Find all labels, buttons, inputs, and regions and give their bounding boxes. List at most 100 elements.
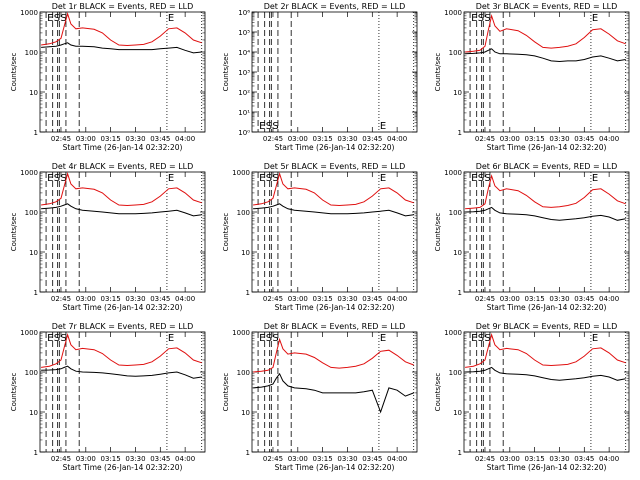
x-tick-label: 04:00 <box>387 455 407 463</box>
chart-panel: Det 3r BLACK = Events, RED = LLD 1 10 100 10… <box>434 2 630 152</box>
series-line <box>465 14 626 53</box>
flag-label: S <box>272 333 278 344</box>
flag-label: E <box>168 173 174 184</box>
y-tick-label: 10 <box>453 249 462 257</box>
x-axis-label: Start Time (26-Jan-14 02:32:20) <box>63 303 183 312</box>
flag-label: E <box>471 333 477 344</box>
x-tick-label: 03:30 <box>549 295 569 303</box>
y-tick-label: 10⁵ <box>238 29 250 37</box>
x-tick-label: 03:45 <box>150 295 170 303</box>
y-tick-label: 1 <box>246 449 250 457</box>
flag-label: S <box>266 333 272 344</box>
y-tick-label: 10 <box>29 249 38 257</box>
x-tick-label: 04:00 <box>599 135 619 143</box>
y-tick-label: 1 <box>458 129 462 137</box>
y-tick-label: 100 <box>449 209 462 217</box>
x-tick-label: 03:30 <box>125 135 145 143</box>
y-tick-label: 1 <box>458 449 462 457</box>
y-tick-label: 1 <box>246 289 250 297</box>
panel-title: Det 4r BLACK = Events, RED = LLD <box>52 162 194 171</box>
y-axis-label: Counts/sec <box>222 213 230 252</box>
flag-label: E <box>471 13 477 24</box>
series-line <box>253 203 414 217</box>
x-tick-label: 03:45 <box>150 455 170 463</box>
x-tick-label: 04:00 <box>599 455 619 463</box>
x-tick-label: 03:45 <box>362 455 382 463</box>
chart-panel: Det 5r BLACK = Events, RED = LLD 1 10 100 10… <box>222 162 418 312</box>
series-line <box>465 366 626 381</box>
y-tick-label: 10 <box>241 409 250 417</box>
x-tick-label: 03:15 <box>101 455 121 463</box>
y-tick-label: 10 <box>453 89 462 97</box>
flag-label: E <box>380 121 386 132</box>
flag-label: E <box>259 121 265 132</box>
flag-label: E <box>47 13 53 24</box>
y-tick-label: 1000 <box>20 9 38 17</box>
x-tick-label: 03:45 <box>574 295 594 303</box>
y-axis-label: Counts/sec <box>434 213 442 252</box>
x-tick-label: 03:30 <box>549 135 569 143</box>
x-tick-label: 03:45 <box>150 135 170 143</box>
plot-frame <box>463 331 630 453</box>
x-tick-label: 03:15 <box>313 135 333 143</box>
flag-label: S <box>478 13 484 24</box>
chart-panel: Det 4r BLACK = Events, RED = LLD 1 10 100 10… <box>10 162 206 312</box>
x-tick-label: 03:15 <box>313 455 333 463</box>
x-tick-label: 03:00 <box>288 295 308 303</box>
flag-label: S <box>60 13 66 24</box>
x-axis-label: Start Time (26-Jan-14 02:32:20) <box>275 143 395 152</box>
y-axis-label: Counts/sec <box>434 53 442 92</box>
x-tick-label: 02:45 <box>263 455 283 463</box>
x-axis-label: Start Time (26-Jan-14 02:32:20) <box>63 463 183 472</box>
series-line <box>465 206 626 221</box>
y-tick-label: 1000 <box>232 169 250 177</box>
y-tick-label: 1 <box>34 289 38 297</box>
x-tick-label: 03:00 <box>76 295 96 303</box>
flag-label: S <box>60 173 66 184</box>
x-tick-label: 03:30 <box>125 455 145 463</box>
flag-label: E <box>471 173 477 184</box>
plot-frame <box>39 331 206 453</box>
plot-frame <box>463 171 630 293</box>
x-tick-label: 04:00 <box>175 135 195 143</box>
x-tick-label: 03:30 <box>337 135 357 143</box>
flag-label: S <box>54 173 60 184</box>
x-tick-label: 03:00 <box>76 455 96 463</box>
y-tick-label: 1 <box>34 449 38 457</box>
flag-label: S <box>478 173 484 184</box>
plot-frame <box>463 11 630 133</box>
panel-title: Det 1r BLACK = Events, RED = LLD <box>52 2 194 11</box>
flag-label: S <box>54 13 60 24</box>
x-axis-label: Start Time (26-Jan-14 02:32:20) <box>275 303 395 312</box>
x-tick-label: 03:30 <box>549 455 569 463</box>
y-tick-label: 100 <box>25 209 38 217</box>
y-tick-label: 1000 <box>20 329 38 337</box>
x-tick-label: 03:00 <box>288 135 308 143</box>
y-tick-label: 10⁰ <box>238 129 250 137</box>
flag-label: S <box>484 333 490 344</box>
chart-panel: Det 6r BLACK = Events, RED = LLD 1 10 100 10… <box>434 162 630 312</box>
plot-frame <box>251 11 418 133</box>
x-tick-label: 04:00 <box>599 295 619 303</box>
y-axis-label: Counts/sec <box>222 53 230 92</box>
y-tick-label: 1000 <box>232 329 250 337</box>
x-tick-label: 03:00 <box>288 455 308 463</box>
y-tick-label: 10 <box>29 409 38 417</box>
flag-label: S <box>266 173 272 184</box>
series-line <box>41 172 202 207</box>
y-axis-label: Counts/sec <box>10 373 18 412</box>
x-tick-label: 04:00 <box>387 295 407 303</box>
plot-frame <box>39 171 206 293</box>
x-axis-label: Start Time (26-Jan-14 02:32:20) <box>487 303 607 312</box>
flag-label: S <box>478 333 484 344</box>
flag-label: E <box>380 173 386 184</box>
plot-frame <box>39 11 206 133</box>
y-tick-label: 1000 <box>20 169 38 177</box>
y-tick-label: 1 <box>34 129 38 137</box>
y-tick-label: 100 <box>449 49 462 57</box>
x-tick-label: 03:30 <box>125 295 145 303</box>
x-tick-label: 03:00 <box>500 295 520 303</box>
panel-title: Det 8r BLACK = Events, RED = LLD <box>264 322 406 331</box>
x-tick-label: 03:15 <box>101 295 121 303</box>
x-tick-label: 02:45 <box>263 295 283 303</box>
